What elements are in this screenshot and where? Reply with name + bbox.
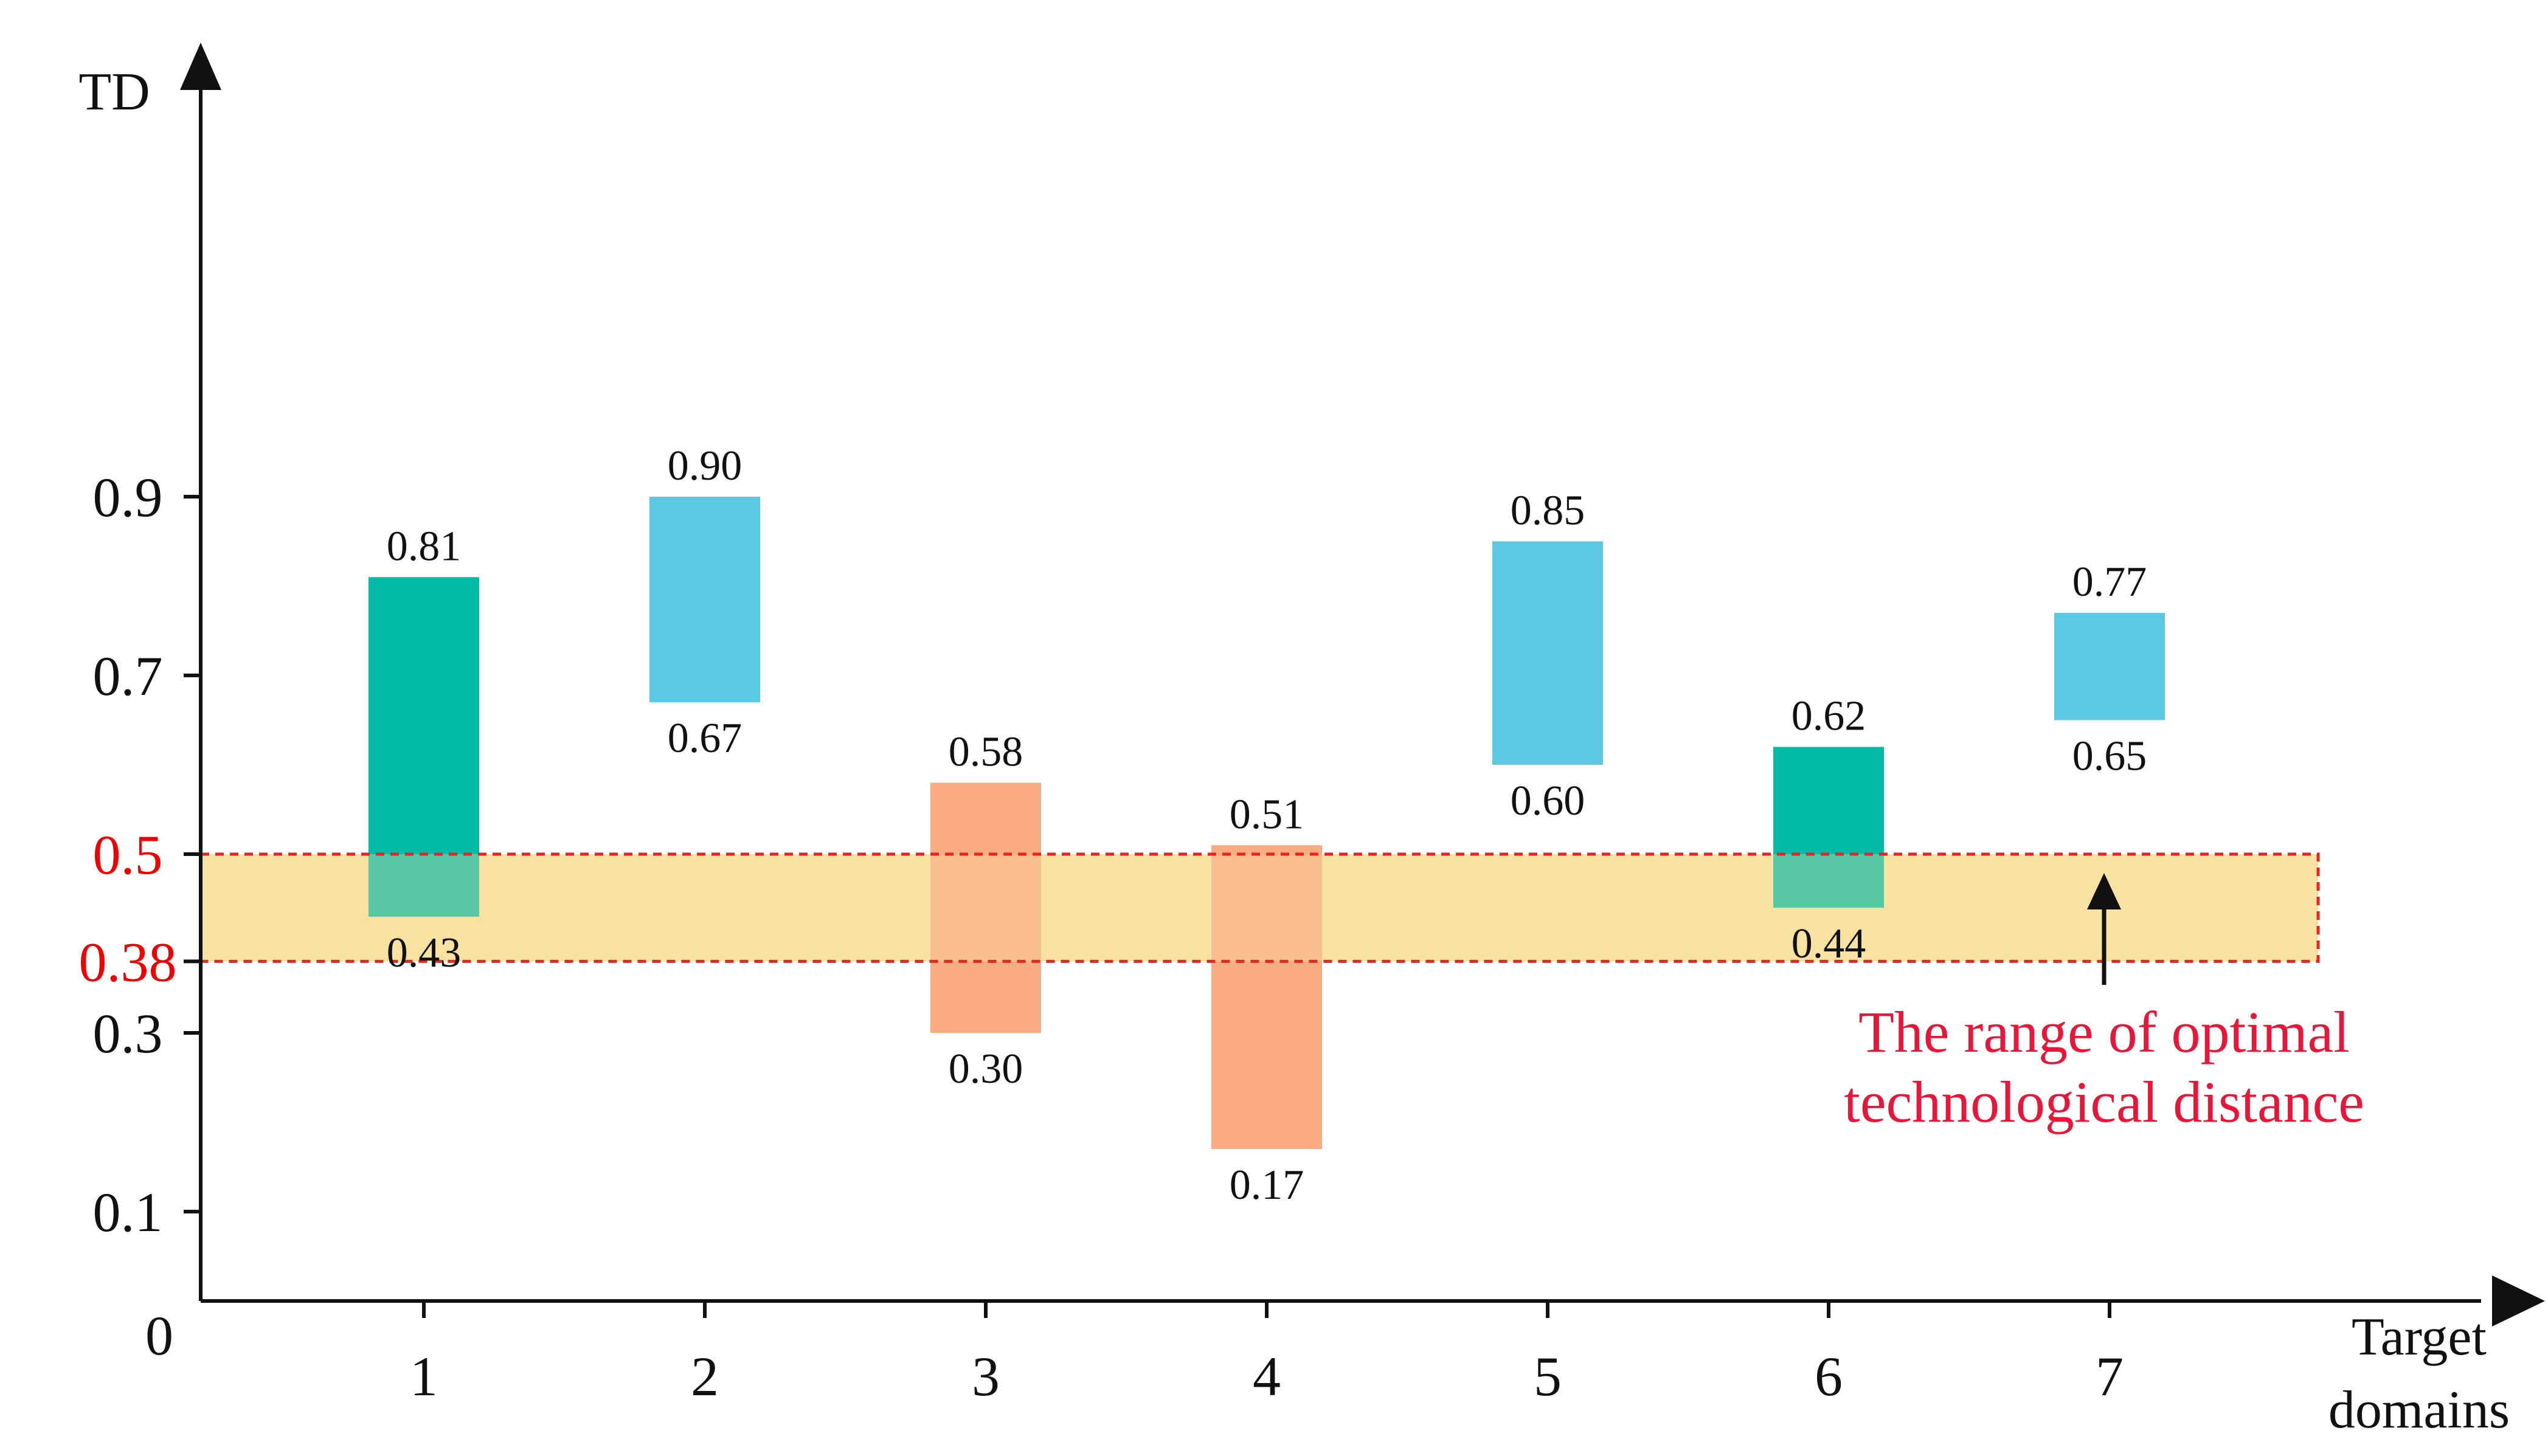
annotation: The range of optimal technological dista… bbox=[1844, 873, 2364, 1134]
optimal-range-overlay-layer bbox=[199, 852, 2320, 963]
x-axis-title-line-1: Target bbox=[2352, 1308, 2487, 1367]
bar-4-low-label: 0.17 bbox=[1230, 1162, 1304, 1209]
bar-3-high-label: 0.58 bbox=[949, 728, 1023, 775]
y-ticks-layer: 0.9 0.7 0.5 0.38 0.3 0.1 bbox=[79, 466, 201, 1243]
x-tick-label-2: 2 bbox=[691, 1345, 719, 1407]
bar-7-high-label: 0.77 bbox=[2072, 559, 2147, 606]
y-tick-label-0.1: 0.1 bbox=[93, 1181, 163, 1243]
origin-label: 0 bbox=[145, 1305, 173, 1367]
bar-1-low-label: 0.43 bbox=[387, 930, 462, 976]
bar-3-low-label: 0.30 bbox=[949, 1046, 1023, 1092]
y-tick-label-0.5: 0.5 bbox=[93, 824, 163, 886]
x-tick-label-6: 6 bbox=[1815, 1345, 1843, 1407]
y-tick-label-0.9: 0.9 bbox=[93, 466, 163, 528]
x-tick-label-1: 1 bbox=[410, 1345, 438, 1407]
x-axis-title-line-2: domains bbox=[2328, 1381, 2510, 1440]
bar-7 bbox=[2054, 613, 2165, 720]
y-tick-label-0.7: 0.7 bbox=[93, 645, 163, 707]
annotation-line-2: technological distance bbox=[1844, 1069, 2364, 1134]
bar-6-high-label: 0.62 bbox=[1792, 693, 1866, 740]
bar-labels-layer: 0.81 0.43 0.90 0.67 0.58 0.30 0.51 0.17 0.85 0.60… bbox=[387, 443, 2147, 1209]
y-axis-arrow bbox=[180, 43, 221, 90]
bar-2-high-label: 0.90 bbox=[668, 443, 743, 489]
bar-6-low-label: 0.44 bbox=[1792, 920, 1866, 967]
bar-6 bbox=[1773, 747, 1884, 908]
bar-5 bbox=[1492, 541, 1603, 765]
bar-2-low-label: 0.67 bbox=[668, 715, 743, 762]
bar-4 bbox=[1211, 845, 1322, 1150]
bar-4-high-label: 0.51 bbox=[1230, 791, 1304, 838]
bar-5-high-label: 0.85 bbox=[1511, 488, 1585, 534]
y-axis-title: TD bbox=[78, 63, 150, 122]
annotation-line-1: The range of optimal bbox=[1858, 999, 2350, 1064]
y-tick-label-0.3: 0.3 bbox=[93, 1002, 163, 1064]
axes-layer: TD 0 Target domains bbox=[78, 43, 2545, 1440]
bar-7-low-label: 0.65 bbox=[2072, 733, 2147, 780]
bars-layer bbox=[369, 497, 2165, 1150]
bar-1-high-label: 0.81 bbox=[387, 523, 462, 570]
x-axis-arrow bbox=[2492, 1275, 2545, 1327]
bar-1 bbox=[369, 577, 479, 917]
x-tick-label-7: 7 bbox=[2096, 1345, 2124, 1407]
bar-5-low-label: 0.60 bbox=[1511, 778, 1585, 824]
x-tick-label-3: 3 bbox=[972, 1345, 1000, 1407]
y-tick-label-0.38: 0.38 bbox=[79, 931, 177, 993]
x-tick-label-4: 4 bbox=[1253, 1345, 1281, 1407]
bar-2 bbox=[649, 497, 760, 703]
annotation-arrow-head bbox=[2087, 873, 2121, 909]
x-ticks-layer: 1 2 3 4 5 6 7 bbox=[410, 1301, 2124, 1407]
bar-3 bbox=[930, 782, 1041, 1033]
x-tick-label-5: 5 bbox=[1534, 1345, 1562, 1407]
optimal-range-border bbox=[199, 852, 2320, 963]
